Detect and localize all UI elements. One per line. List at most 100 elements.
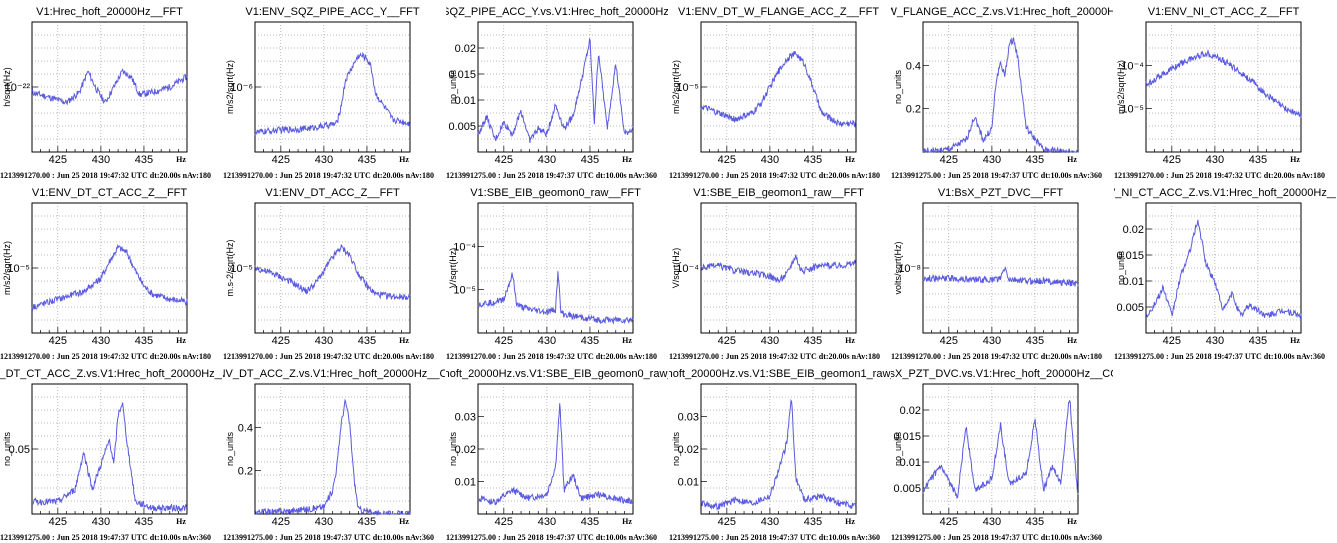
- chart-svg: V_NI_CT_ACC_Z.vs.V1:Hrec_hoft_20000Hz__ 4…: [1114, 187, 1336, 361]
- chart-svg: V1:ENV_DT_W_FLANGE_ACC_Z__FFT 425 430 435 Hz…: [669, 6, 880, 180]
- x-tick-label: 425: [718, 516, 736, 528]
- y-tick-label: 0.015: [893, 431, 921, 443]
- plot-frame: [254, 383, 411, 515]
- y-tick-label: 0.015: [448, 69, 476, 81]
- y-axis-label: no_units: [225, 431, 235, 466]
- x-tick-label: 430: [1206, 335, 1224, 347]
- x-tick-label: 425: [940, 516, 958, 528]
- chart-panel: V1:ENV_DT_W_FLANGE_ACC_Z__FFT 425 430 435 Hz…: [669, 0, 891, 181]
- chart-title: V1:ENV_DT_W_FLANGE_ACC_Z__FFT: [678, 6, 879, 18]
- y-tick-label: 0.03: [455, 412, 476, 424]
- y-tick-label: 0.02: [455, 43, 476, 55]
- x-tick-label: 430: [92, 335, 110, 347]
- x-tick-label: 430: [315, 516, 333, 528]
- x-tick-label: 435: [581, 516, 599, 528]
- x-tick-label: 430: [761, 154, 779, 166]
- x-axis-unit: Hz: [1290, 155, 1300, 164]
- x-tick-label: 425: [940, 335, 958, 347]
- chart-svg: V_DT_CT_ACC_Z.vs.V1:Hrec_hoft_20000Hz__ 4…: [0, 368, 222, 542]
- chart-panel: BsX_PZT_DVC.vs.V1:Hrec_hoft_20000Hz__CO 4…: [891, 362, 1113, 543]
- chart-footer: 1213991275.00 : Jun 25 2018 19:47:37 UTC…: [669, 533, 880, 542]
- x-axis-unit: Hz: [845, 336, 855, 345]
- data-series-line: [31, 402, 188, 513]
- y-tick-label: 10⁻⁸: [898, 263, 921, 275]
- y-axis-label: h/sqrt(Hz): [2, 67, 12, 107]
- x-axis-unit: Hz: [399, 517, 409, 526]
- plot-frame: [1145, 202, 1302, 334]
- chart-footer: 1213991275.00 : Jun 25 2018 19:47:37 UTC…: [446, 533, 657, 542]
- chart-panel: V1:ENV_DT_CT_ACC_Z__FFT 425 430 435 Hz 10⁻⁵ m/…: [0, 181, 222, 362]
- chart-title: _hoft_20000Hz.vs.V1:SBE_EIB_geomon0_raw_: [446, 368, 668, 380]
- chart-svg: _hoft_20000Hz.vs.V1:SBE_EIB_geomon1_raw_…: [669, 368, 891, 542]
- y-axis-label: volts/sqrt(Hz): [893, 241, 903, 294]
- chart-panel: V1:Hrec_hoft_20000Hz__FFT 425 430 435 Hz 10⁻²…: [0, 0, 222, 181]
- chart-footer: 1213991270.00 : Jun 25 2018 19:47:32 UTC…: [669, 352, 880, 361]
- y-axis-label: no_units: [893, 431, 903, 466]
- chart-panel: _hoft_20000Hz.vs.V1:SBE_EIB_geomon1_raw_…: [669, 362, 891, 543]
- x-axis-unit: Hz: [1067, 336, 1077, 345]
- chart-title: V_DT_CT_ACC_Z.vs.V1:Hrec_hoft_20000Hz__: [0, 368, 222, 380]
- x-tick-label: 425: [49, 154, 67, 166]
- x-axis-unit: Hz: [622, 155, 632, 164]
- y-tick-label: 0.02: [1123, 224, 1144, 236]
- y-axis-label: no_units: [448, 431, 458, 466]
- data-series-line: [477, 271, 634, 325]
- chart-svg: V1:BsX_PZT_DVC__FFT 425 430 435 Hz 10⁻⁸volts/…: [891, 187, 1102, 361]
- data-series-line: [1146, 219, 1302, 320]
- y-tick-label: 0.4: [238, 422, 253, 434]
- chart-panel: NV_DT_ACC_Z.vs.V1:Hrec_hoft_20000Hz__C 42…: [223, 362, 445, 543]
- chart-title: V1:BsX_PZT_DVC__FFT: [938, 187, 1064, 199]
- x-axis-unit: Hz: [176, 155, 186, 164]
- y-tick-label: 0.02: [900, 405, 921, 417]
- x-tick-label: 425: [1163, 335, 1181, 347]
- y-tick-label: 0.01: [1123, 276, 1144, 288]
- data-series-line: [700, 50, 857, 128]
- chart-footer: 1213991270.00 : Jun 25 2018 19:47:32 UTC…: [891, 352, 1102, 361]
- x-tick-label: 430: [983, 516, 1001, 528]
- plot-frame: [1145, 21, 1302, 153]
- chart-panel: V1:ENV_SQZ_PIPE_ACC_Y__FFT 425 430 435 Hz 10⁻…: [223, 0, 445, 181]
- x-tick-label: 430: [538, 335, 556, 347]
- chart-footer: 1213991275.00 : Jun 25 2018 19:47:37 UTC…: [891, 533, 1102, 542]
- data-series-line: [255, 398, 411, 516]
- chart-footer: 1213991275.00 : Jun 25 2018 19:47:37 UTC…: [0, 533, 211, 542]
- chart-title: V1:SBE_EIB_geomon0_raw__FFT: [470, 187, 641, 199]
- x-tick-label: 435: [1026, 516, 1044, 528]
- chart-footer: 1213991275.00 : Jun 25 2018 19:47:37 UTC…: [1114, 352, 1325, 361]
- data-series-line: [477, 403, 634, 506]
- x-tick-label: 435: [804, 154, 822, 166]
- data-series-line: [700, 254, 857, 284]
- chart-footer: 1213991270.00 : Jun 25 2018 19:47:32 UTC…: [223, 171, 434, 180]
- y-axis-label: m/s2/sqrt(Hz): [225, 60, 235, 114]
- x-tick-label: 430: [983, 335, 1001, 347]
- chart-panel: V1:ENV_DT_ACC_Z__FFT 425 430 435 Hz 10⁻⁵ m.s-2…: [223, 181, 445, 362]
- x-tick-label: 425: [940, 154, 958, 166]
- y-axis-label: no_units: [1116, 250, 1126, 285]
- x-tick-label: 425: [495, 335, 513, 347]
- x-tick-label: 430: [92, 516, 110, 528]
- y-tick-label: 0.01: [900, 457, 921, 469]
- x-tick-label: 435: [1249, 154, 1267, 166]
- chart-footer: 1213991275.00 : Jun 25 2018 19:47:37 UTC…: [223, 533, 434, 542]
- y-tick-label: 10⁻²²: [5, 82, 31, 94]
- chart-footer: 1213991270.00 : Jun 25 2018 19:47:32 UTC…: [0, 352, 211, 361]
- plot-frame: [477, 383, 634, 515]
- y-axis-label: V/sqrt(Hz): [671, 248, 681, 289]
- x-tick-label: 435: [1026, 154, 1044, 166]
- chart-svg: V1:Hrec_hoft_20000Hz__FFT 425 430 435 Hz 10⁻²…: [0, 6, 211, 180]
- chart-title: NV_DT_ACC_Z.vs.V1:Hrec_hoft_20000Hz__C: [223, 368, 445, 380]
- chart-title: V1:ENV_SQZ_PIPE_ACC_Y__FFT: [245, 6, 420, 18]
- chart-svg: BsX_PZT_DVC.vs.V1:Hrec_hoft_20000Hz__CO 4…: [891, 368, 1113, 542]
- x-axis-unit: Hz: [845, 517, 855, 526]
- chart-svg: V1:ENV_NI_CT_ACC_Z__FFT 425 430 435 Hz 10⁻⁵ 10…: [1114, 6, 1325, 180]
- y-tick-label: 0.005: [1116, 302, 1144, 314]
- y-tick-label: 10⁻⁵: [230, 263, 253, 275]
- x-axis-unit: Hz: [176, 517, 186, 526]
- x-axis-unit: Hz: [399, 336, 409, 345]
- y-tick-label: 10⁻⁵: [453, 285, 476, 297]
- y-tick-label: 0.05: [9, 444, 30, 456]
- x-tick-label: 425: [1163, 154, 1181, 166]
- x-tick-label: 425: [272, 154, 290, 166]
- y-axis-label: m/s2/sqrt(Hz): [671, 60, 681, 114]
- x-axis-unit: Hz: [622, 517, 632, 526]
